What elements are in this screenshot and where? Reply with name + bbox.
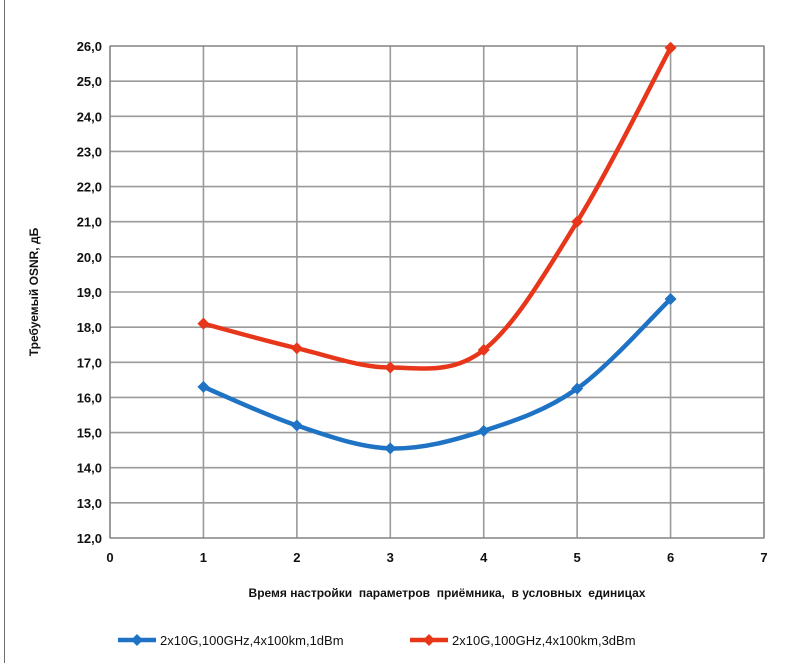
data-point-marker [571, 382, 584, 395]
y-tick-label: 15,0 [77, 426, 102, 441]
series-1 [197, 293, 677, 455]
y-tick-label: 24,0 [77, 109, 102, 124]
data-point-marker [664, 293, 677, 306]
y-tick-label: 22,0 [77, 180, 102, 195]
y-axis-title: Требуемый OSNR, дБ [27, 227, 41, 356]
page-left-rule [4, 0, 5, 663]
x-tick-label: 5 [574, 550, 581, 565]
y-tick-label: 21,0 [77, 215, 102, 230]
y-tick-label: 23,0 [77, 144, 102, 159]
legend-label: 2x10G,100GHz,4x100km,3dBm [452, 633, 636, 648]
x-tick-label: 4 [480, 550, 488, 565]
y-tick-label: 20,0 [77, 250, 102, 265]
series-2 [197, 41, 677, 374]
y-tick-label: 14,0 [77, 461, 102, 476]
series-line [201, 296, 673, 451]
data-point-marker [571, 215, 584, 228]
x-axis-title: Время настройки параметров приёмника, в … [249, 586, 646, 600]
y-tick-label: 16,0 [77, 390, 102, 405]
x-tick-label: 2 [293, 550, 300, 565]
y-tick-label: 12,0 [77, 531, 102, 546]
data-point-marker [477, 343, 490, 356]
y-tick-label: 17,0 [77, 355, 102, 370]
data-point-marker [197, 380, 210, 393]
x-axis-ticks: 0 1 2 3 4 5 6 7 [106, 550, 767, 565]
data-point-marker [197, 317, 210, 330]
data-point-marker [384, 361, 397, 374]
legend-item: 2x10G,100GHz,4x100km,3dBm [410, 633, 636, 648]
x-tick-label: 6 [667, 550, 674, 565]
legend-label: 2x10G,100GHz,4x100km,1dBm [160, 633, 344, 648]
y-tick-label: 18,0 [77, 320, 102, 335]
y-tick-label: 19,0 [77, 285, 102, 300]
series-line [201, 45, 673, 371]
y-tick-label: 13,0 [77, 496, 102, 511]
x-tick-label: 0 [106, 550, 113, 565]
legend: 2x10G,100GHz,4x100km,1dBm 2x10G,100GHz,4x… [118, 633, 636, 648]
data-point-marker [290, 342, 303, 355]
x-tick-label: 7 [760, 550, 767, 565]
legend-marker [423, 634, 435, 646]
legend-item: 2x10G,100GHz,4x100km,1dBm [118, 633, 344, 648]
legend-marker [131, 634, 143, 646]
y-axis-ticks: 12,0 13,0 14,0 15,0 16,0 17,0 18,0 19,0 20,0 21,0… [77, 39, 102, 546]
data-point-marker [664, 41, 677, 54]
data-point-marker [384, 442, 397, 455]
y-tick-label: 26,0 [77, 39, 102, 54]
series-layer [197, 41, 677, 455]
x-tick-label: 1 [200, 550, 207, 565]
x-tick-label: 3 [387, 550, 394, 565]
y-tick-label: 25,0 [77, 74, 102, 89]
chart-grid [109, 45, 765, 539]
plot-area-frame [109, 45, 765, 539]
data-point-marker [290, 419, 303, 432]
data-point-marker [477, 424, 490, 437]
